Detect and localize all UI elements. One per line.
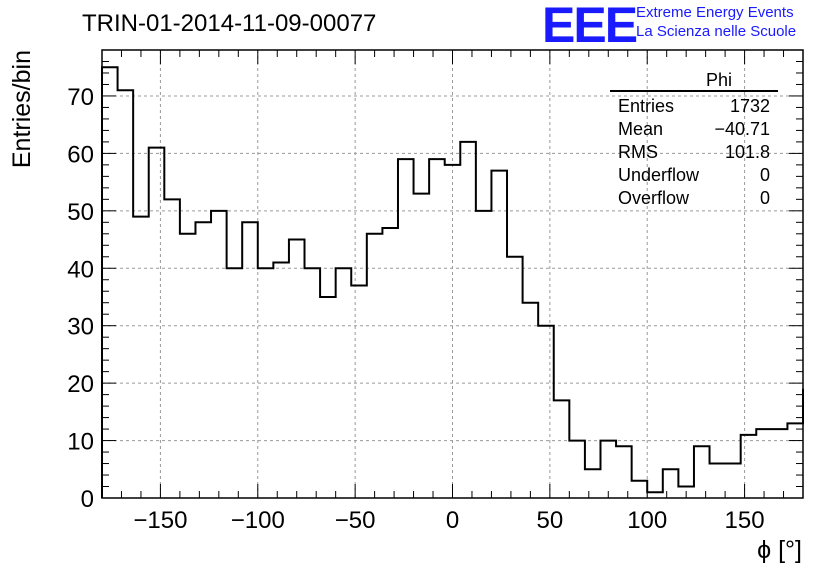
x-tick-label: −100 — [231, 507, 285, 534]
y-tick-label: 40 — [67, 256, 94, 283]
histogram-bin — [118, 90, 134, 498]
histogram-bin — [320, 297, 336, 498]
histogram-bin — [554, 400, 570, 498]
stats-label: Mean — [618, 119, 664, 139]
histogram-bin — [694, 446, 710, 498]
histogram-bin — [164, 199, 180, 498]
stats-row-entries: Entries 1732 — [610, 95, 778, 118]
histogram-bin — [336, 268, 352, 498]
histogram-bin — [616, 446, 632, 498]
histogram-bin — [756, 429, 772, 498]
histogram-bin — [663, 469, 679, 498]
logo-line-1: Extreme Energy Events — [636, 4, 794, 21]
y-tick-label: 20 — [67, 371, 94, 398]
eee-logo: EEE — [542, 0, 638, 53]
logo-caption: Extreme Energy Events La Scienza nelle S… — [636, 3, 796, 41]
histogram-bin — [180, 234, 196, 498]
histogram-bin — [351, 285, 367, 498]
y-tick-label: 70 — [67, 84, 94, 111]
y-axis-label: Entries/bin — [8, 50, 36, 168]
logo-line-2: La Scienza nelle Scuole — [636, 23, 797, 40]
y-tick-label: 50 — [67, 199, 94, 226]
histogram-bin — [460, 142, 476, 498]
histogram-bin — [102, 67, 118, 498]
x-tick-label: 50 — [537, 507, 564, 534]
histogram-bin — [227, 268, 243, 498]
y-tick-label: 0 — [81, 486, 94, 513]
stats-value: 0 — [759, 165, 770, 185]
histogram-bin — [382, 228, 398, 498]
histogram-bin — [305, 268, 321, 498]
histogram-bin — [367, 234, 383, 498]
stats-value: 101.8 — [724, 142, 770, 162]
histogram-bin — [538, 326, 554, 498]
histogram-bin — [273, 263, 289, 498]
x-tick-label: 0 — [446, 507, 459, 534]
histogram-bin — [507, 257, 523, 498]
histogram-bin — [725, 464, 741, 498]
x-axis-label: ϕ [°] — [757, 536, 802, 564]
y-tick-label: 60 — [67, 141, 94, 168]
histogram-bin — [523, 303, 539, 498]
histogram-bin — [211, 211, 227, 498]
histogram-bin — [133, 217, 149, 498]
histogram-bin — [476, 211, 492, 498]
x-tick-label: 100 — [627, 507, 667, 534]
histogram-bin — [600, 441, 616, 498]
histogram-bin — [741, 435, 757, 498]
histogram-bin — [149, 148, 165, 498]
histogram-bin — [647, 492, 663, 498]
page-title: TRIN-01-2014-11-09-00077 — [82, 10, 377, 37]
stats-value: 1732 — [729, 96, 770, 116]
stats-title: Phi — [610, 70, 778, 92]
stats-row-mean: Mean −40.71 — [610, 118, 778, 141]
stats-box: Phi Entries 1732 Mean −40.71 RMS 101.8 Underfl… — [610, 70, 778, 210]
stats-row-rms: RMS 101.8 — [610, 141, 778, 164]
x-tick-label: 150 — [725, 507, 765, 534]
stats-label: RMS — [618, 142, 658, 162]
histogram-bin — [772, 429, 788, 498]
stats-row-overflow: Overflow 0 — [610, 187, 778, 210]
stats-value: 0 — [759, 188, 770, 208]
stats-label: Overflow — [618, 188, 690, 208]
histogram-bin — [632, 481, 648, 498]
x-tick-label: −150 — [133, 507, 187, 534]
histogram-bin — [569, 441, 585, 498]
histogram-bin — [242, 222, 258, 498]
stats-label: Entries — [618, 96, 675, 116]
stats-label: Underflow — [618, 165, 700, 185]
histogram-bin — [195, 222, 211, 498]
y-tick-label: 30 — [67, 314, 94, 341]
histogram-bin — [258, 268, 274, 498]
stats-row-underflow: Underflow 0 — [610, 164, 778, 187]
histogram-bin — [491, 171, 507, 498]
histogram-bin — [445, 165, 461, 498]
x-tick-label: −50 — [335, 507, 376, 534]
histogram-bin — [398, 159, 414, 498]
histogram-bin — [710, 464, 726, 498]
histogram-bin — [289, 240, 305, 498]
histogram-bin — [585, 469, 601, 498]
stats-value: −40.71 — [714, 119, 770, 139]
histogram-bin — [429, 159, 445, 498]
y-tick-label: 10 — [67, 429, 94, 456]
histogram-bin — [414, 194, 430, 498]
histogram-outline — [101, 66, 804, 498]
stats-rows: Entries 1732 Mean −40.71 RMS 101.8 Underflow 0 O… — [610, 95, 778, 210]
